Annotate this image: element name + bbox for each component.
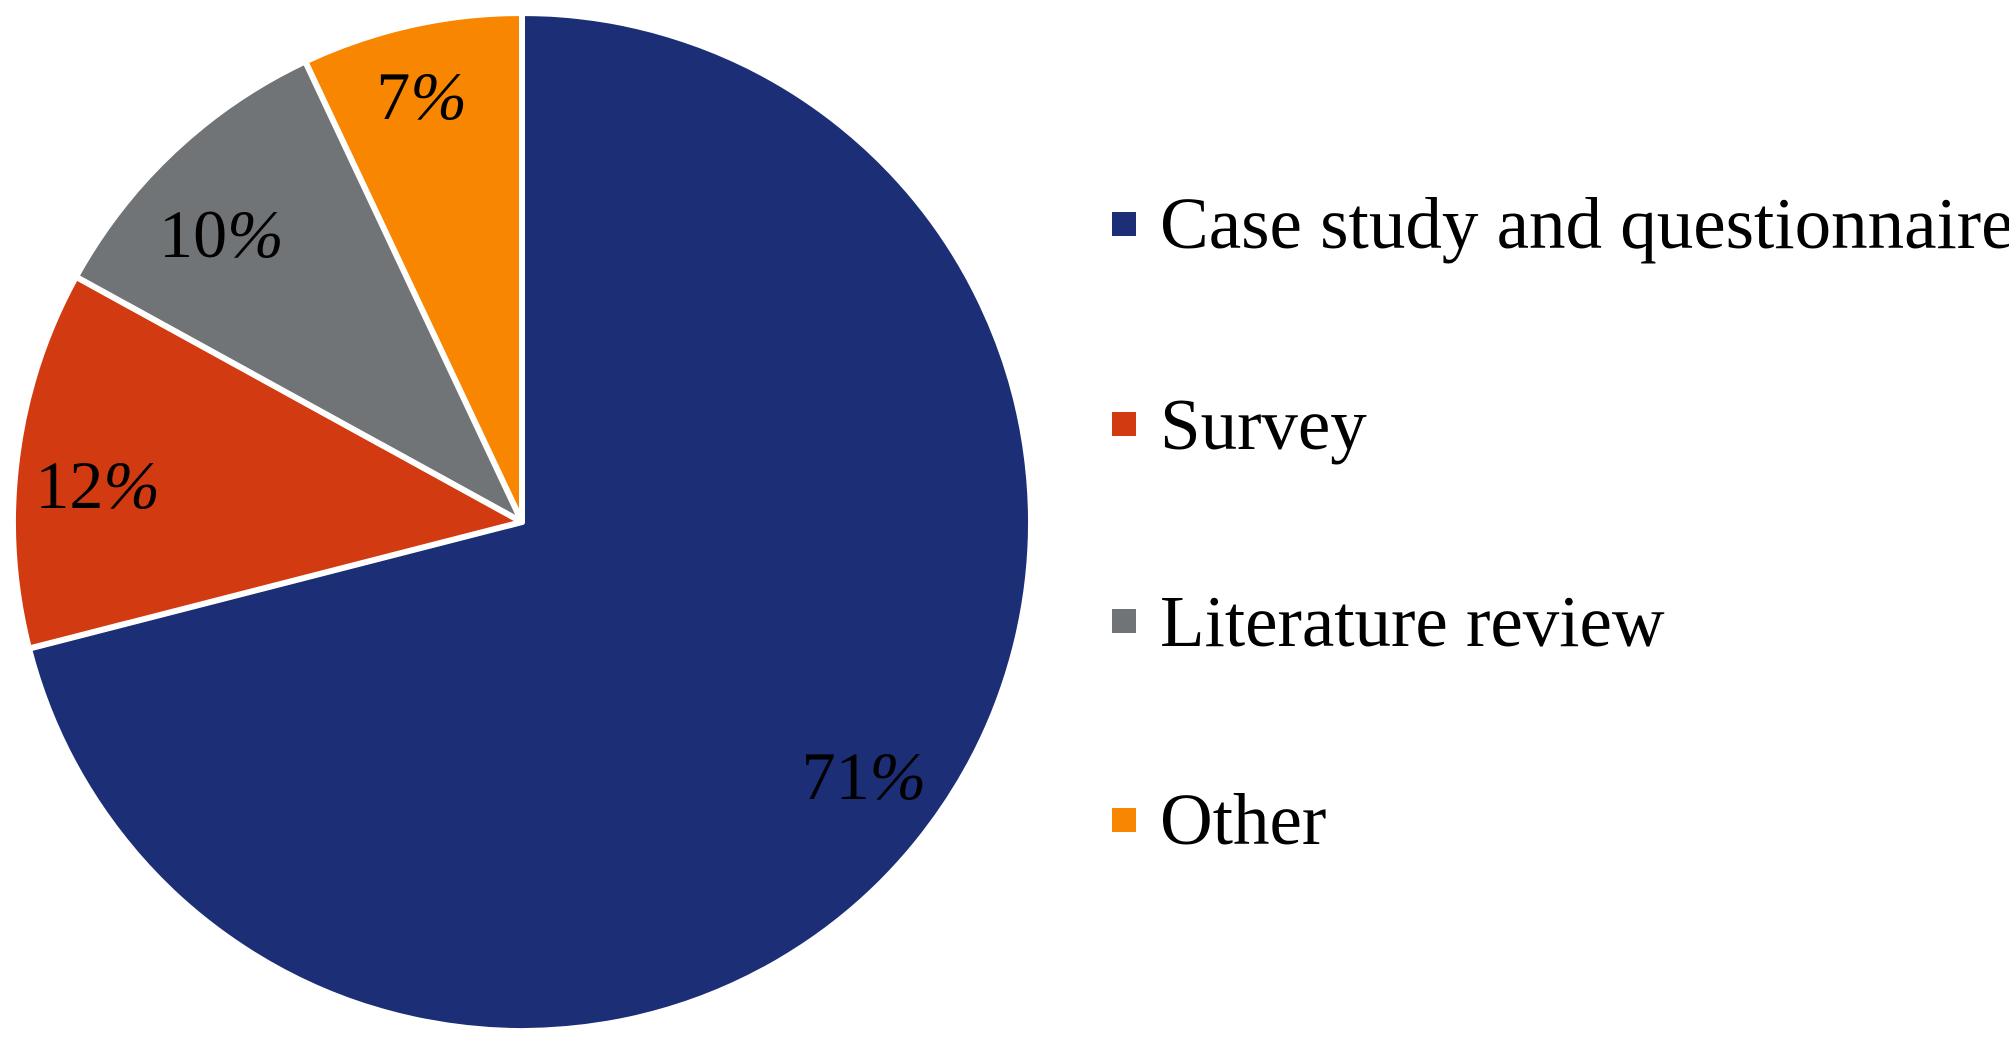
svg-text:10%: 10% xyxy=(159,196,284,272)
svg-text:71%: 71% xyxy=(802,738,927,814)
svg-text:12%: 12% xyxy=(35,447,160,523)
svg-text:7%: 7% xyxy=(376,58,467,134)
